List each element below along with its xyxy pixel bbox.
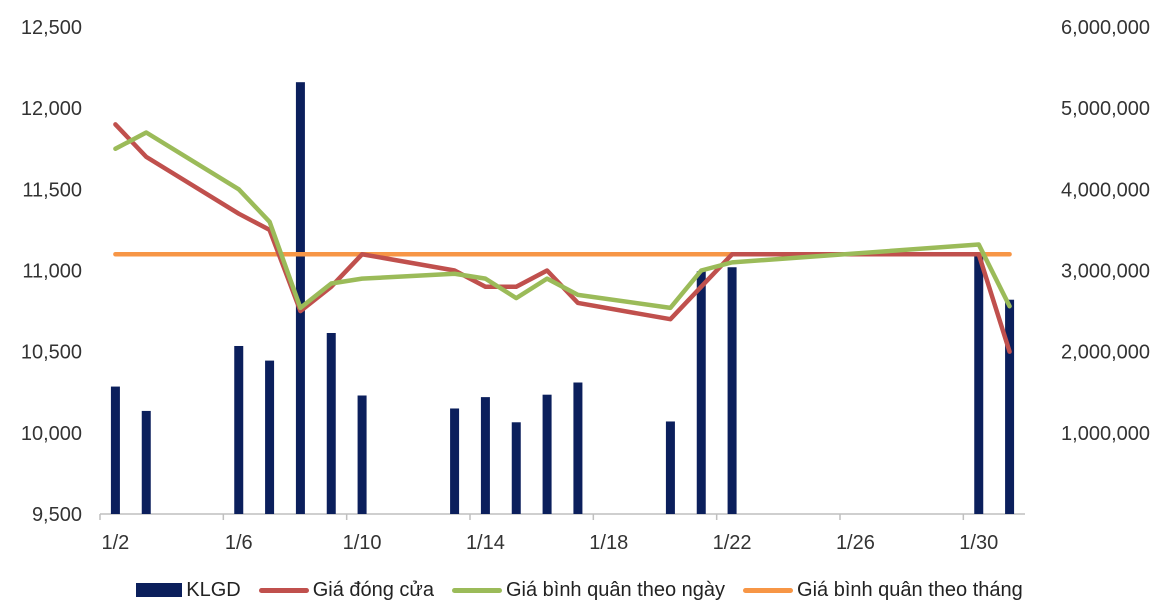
legend-item-gia-dong-cua: Giá đóng cửa bbox=[258, 578, 434, 602]
legend-swatch bbox=[451, 587, 502, 593]
line-gia-dong-cua bbox=[113, 122, 1012, 354]
left-tick-label: 10,000 bbox=[21, 423, 82, 445]
bar-klgd bbox=[141, 410, 151, 514]
x-axis-ticks: 1/2 1/6 1/10 1/14 1/18 1/22 1/26 1/30 bbox=[102, 532, 999, 554]
left-tick-label: 11,500 bbox=[22, 179, 82, 201]
legend-swatch bbox=[743, 587, 794, 593]
combo-chart: 9,500 10,000 10,500 11,000 11,500 12,000 12,50… bbox=[21, 17, 1150, 554]
right-axis-ticks: 1,000,000 2,000,000 3,000,000 4,000,000 5,00… bbox=[1061, 17, 1150, 445]
bar-klgd bbox=[1005, 299, 1015, 514]
x-tick-label: 1/26 bbox=[836, 532, 875, 554]
x-tick-label: 1/14 bbox=[466, 532, 505, 554]
bar-klgd bbox=[542, 394, 552, 514]
bar-klgd bbox=[974, 255, 984, 514]
left-tick-label: 9,500 bbox=[32, 504, 82, 526]
bar-klgd bbox=[234, 345, 244, 514]
x-tick-label: 1/6 bbox=[225, 532, 253, 554]
bar-klgd bbox=[696, 271, 706, 514]
right-tick-label: 6,000,000 bbox=[1061, 17, 1150, 39]
right-tick-label: 1,000,000 bbox=[1061, 423, 1150, 445]
legend-label: Giá đóng cửa bbox=[312, 578, 434, 601]
line-gia-binh-quan-theo-ngay bbox=[113, 130, 1012, 311]
right-tick-label: 2,000,000 bbox=[1061, 342, 1150, 364]
x-tick-label: 1/30 bbox=[959, 532, 998, 554]
bar-klgd bbox=[326, 332, 336, 514]
legend-label: Giá bình quân theo tháng bbox=[797, 578, 1023, 601]
legend-item-gia-binh-quan-theo-thang: Giá bình quân theo tháng bbox=[743, 579, 1023, 602]
bar-klgd bbox=[573, 382, 583, 514]
x-tick-label: 1/10 bbox=[343, 532, 382, 554]
volume-bars bbox=[110, 82, 1015, 515]
legend-label: KLGD bbox=[186, 578, 241, 601]
right-tick-label: 5,000,000 bbox=[1061, 98, 1150, 120]
price-lines bbox=[113, 122, 1012, 354]
legend-swatch bbox=[258, 587, 309, 593]
bar-klgd bbox=[110, 386, 120, 514]
x-tick-label: 1/2 bbox=[102, 532, 130, 554]
chart-legend: KLGD Giá đóng cửa Giá bình quân theo ngày G… bbox=[0, 574, 1159, 606]
bar-klgd bbox=[450, 408, 460, 514]
x-tick-marks bbox=[99, 514, 965, 520]
bar-klgd bbox=[357, 395, 367, 514]
legend-item-gia-binh-quan-theo-ngay: Giá bình quân theo ngày bbox=[451, 578, 726, 602]
x-tick-label: 1/18 bbox=[589, 532, 628, 554]
legend-label: Giá bình quân theo ngày bbox=[505, 578, 726, 601]
x-tick-label: 1/22 bbox=[713, 532, 752, 554]
legend-item-klgd: KLGD bbox=[136, 578, 241, 602]
left-axis-ticks: 9,500 10,000 10,500 11,000 11,500 12,000 12,50… bbox=[21, 17, 82, 526]
bar-klgd bbox=[727, 267, 737, 514]
left-tick-label: 10,500 bbox=[21, 342, 82, 364]
right-tick-label: 4,000,000 bbox=[1061, 179, 1150, 201]
bar-klgd bbox=[665, 421, 675, 514]
right-tick-label: 3,000,000 bbox=[1061, 261, 1150, 283]
left-tick-label: 12,000 bbox=[21, 98, 82, 120]
left-tick-label: 11,000 bbox=[22, 261, 82, 283]
bar-klgd bbox=[511, 422, 521, 514]
bar-klgd bbox=[295, 82, 305, 515]
bar-klgd bbox=[265, 360, 275, 514]
legend-swatch bbox=[136, 583, 183, 597]
left-tick-label: 12,500 bbox=[21, 17, 82, 39]
bar-klgd bbox=[480, 397, 490, 514]
